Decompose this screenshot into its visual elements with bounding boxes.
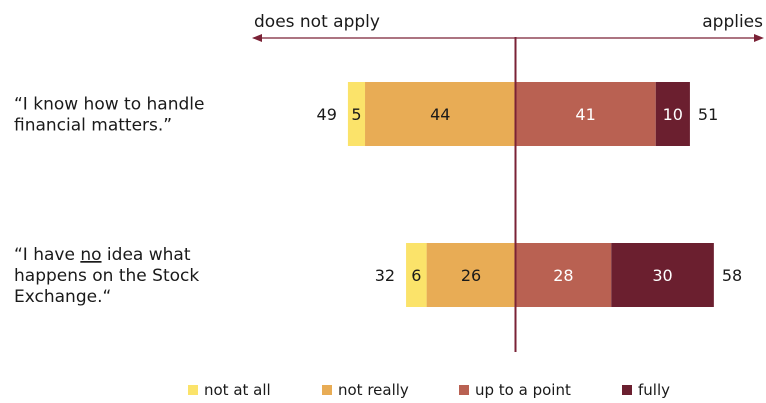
total-label-positive: 51	[698, 105, 718, 124]
header-applies: applies	[702, 12, 763, 32]
legend-swatch	[188, 385, 198, 395]
scale-arrow-right-head	[754, 34, 764, 42]
category-label-line: happens on the Stock	[14, 266, 199, 286]
legend-label: not really	[338, 381, 409, 399]
bar-segment	[365, 82, 516, 146]
scale-arrow	[252, 34, 764, 42]
bar-segment	[611, 243, 714, 307]
data-label: 41	[575, 105, 595, 124]
category-label: “I have no idea what happens on the Stock…	[14, 245, 199, 307]
data-label: 30	[652, 266, 672, 285]
header-does-not-apply: does not apply	[254, 12, 380, 32]
category-label-line: “I have no idea what	[14, 245, 191, 265]
legend: not at all not really up to a point fully	[188, 381, 670, 399]
data-label: 28	[553, 266, 573, 285]
total-label-negative: 49	[317, 105, 337, 124]
data-label: 6	[411, 266, 421, 285]
underlined-word: no	[80, 245, 101, 265]
data-label: 5	[351, 105, 361, 124]
data-label: 26	[461, 266, 481, 285]
data-label: 10	[663, 105, 683, 124]
bar-segment	[426, 243, 516, 307]
category-label-line: Exchange.“	[14, 287, 111, 307]
legend-label: not at all	[204, 381, 271, 399]
bar-segment	[515, 243, 612, 307]
legend-swatch	[459, 385, 469, 395]
category-label-line: financial matters.”	[14, 116, 172, 136]
total-labels: 49 51 32 58	[317, 105, 743, 285]
bars: 44 5 41 10 26 6 28 30	[347, 82, 714, 307]
data-label: 44	[430, 105, 450, 124]
category-labels: “I know how to handle financial matters.”…	[14, 95, 204, 308]
category-label: “I know how to handle financial matters.”	[14, 95, 204, 136]
legend-swatch	[322, 385, 332, 395]
legend-swatch	[622, 385, 632, 395]
bar-segment	[347, 82, 366, 146]
bar-segment	[406, 243, 427, 307]
bar-segment	[515, 82, 656, 146]
category-label-line: “I know how to handle	[14, 95, 204, 115]
total-label-positive: 58	[722, 266, 742, 285]
total-label-negative: 32	[375, 266, 395, 285]
legend-label: up to a point	[475, 381, 571, 399]
scale-arrow-left-head	[252, 34, 262, 42]
legend-label: fully	[638, 381, 670, 399]
bar-segment	[655, 82, 690, 146]
